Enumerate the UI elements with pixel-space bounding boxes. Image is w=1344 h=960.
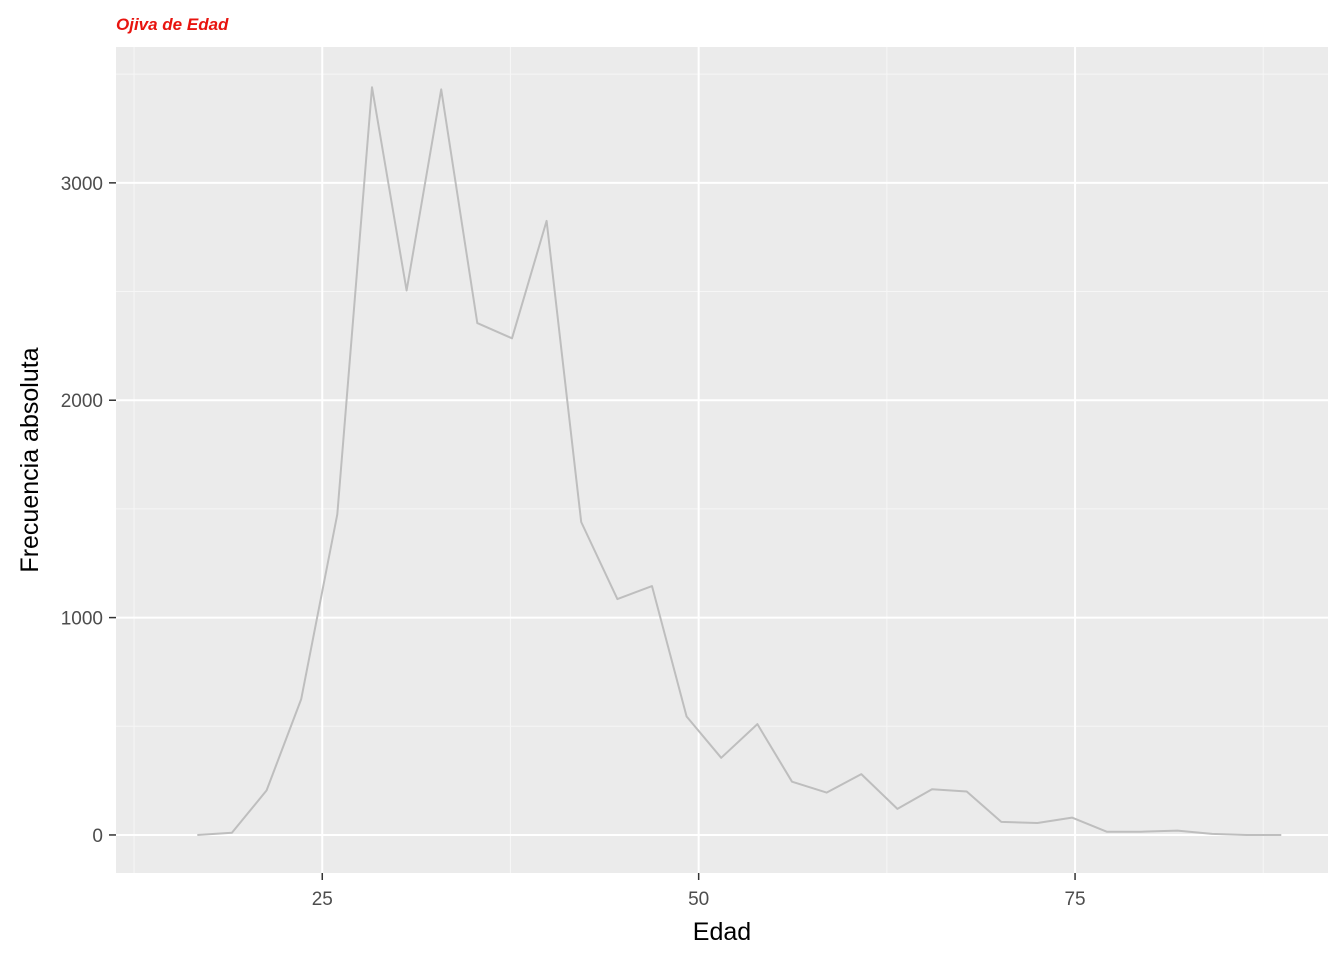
y-tick-label: 1000 [61, 609, 103, 630]
x-axis: 25 50 75 [312, 873, 1086, 910]
x-tick-label: 50 [688, 889, 709, 910]
y-axis: 0 1000 2000 3000 [61, 174, 116, 847]
chart-title: Ojiva de Edad [116, 15, 229, 34]
y-tick-label: 3000 [61, 174, 103, 195]
series-line [197, 86, 1282, 836]
y-axis-title: Frecuencia absoluta [16, 347, 44, 572]
grid-minor [116, 47, 1328, 873]
grid-major [116, 47, 1328, 873]
x-axis-title: Edad [693, 918, 751, 946]
series-layer [197, 86, 1282, 836]
x-tick-label: 75 [1064, 889, 1085, 910]
x-tick-label: 25 [312, 889, 333, 910]
y-tick-label: 0 [92, 826, 103, 847]
y-tick-label: 2000 [61, 391, 103, 412]
plot-panel [116, 47, 1328, 873]
